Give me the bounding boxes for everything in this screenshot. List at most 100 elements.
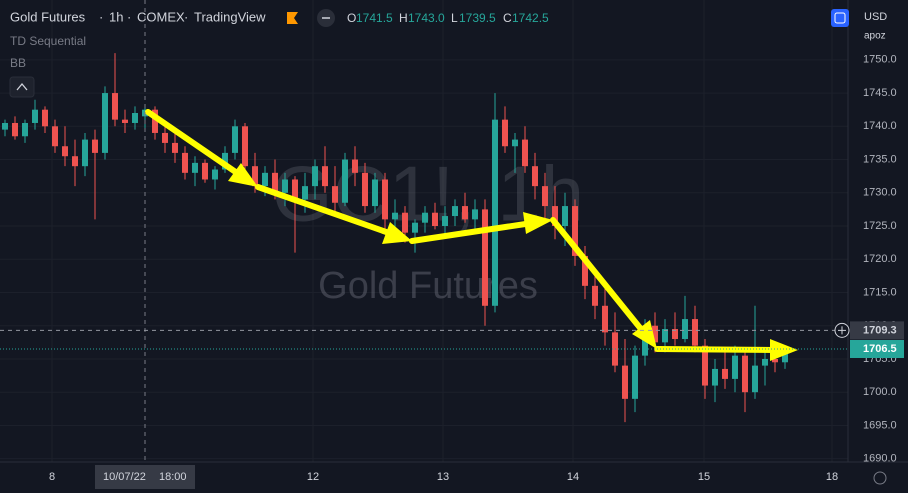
arrow xyxy=(550,217,648,337)
crosshair-price-box xyxy=(850,321,904,340)
candle-body xyxy=(252,166,258,187)
arrowhead xyxy=(228,163,258,187)
candle-body xyxy=(12,122,18,137)
candle-body xyxy=(632,355,638,399)
candle-body xyxy=(512,139,518,147)
candle-body xyxy=(332,186,338,203)
last-price-label: 1706.5 xyxy=(863,343,897,355)
settings-button[interactable] xyxy=(831,9,849,27)
symbol-name[interactable]: Gold Futures xyxy=(10,9,86,24)
candle-body xyxy=(152,109,158,133)
arrow xyxy=(145,109,243,178)
candle-body xyxy=(602,305,608,333)
interval[interactable]: 1h xyxy=(109,9,123,24)
candle-body xyxy=(572,206,578,256)
candle-body xyxy=(442,216,448,227)
candle-body xyxy=(652,325,658,343)
candle-body xyxy=(52,126,58,147)
candle-body xyxy=(502,119,508,147)
candle-body xyxy=(212,169,218,180)
candle-body xyxy=(232,126,238,153)
indicator[interactable]: BB xyxy=(10,56,26,70)
candle-body xyxy=(762,358,768,366)
dot: · xyxy=(127,9,131,24)
legend: Gold Futures · 1h · COMEX · TradingView … xyxy=(9,9,887,485)
candle-body xyxy=(582,255,588,286)
candle-body xyxy=(552,206,558,227)
candle-body xyxy=(462,206,468,220)
crosshair-time: 18:00 xyxy=(159,471,187,483)
y-tick-label: 1735.0 xyxy=(863,153,897,165)
candle-body xyxy=(432,212,438,227)
candle-body xyxy=(322,166,328,187)
candle-body xyxy=(472,209,478,220)
candle-body xyxy=(22,122,28,137)
candle-body xyxy=(382,179,388,220)
candle-body xyxy=(302,186,308,200)
candle-body xyxy=(342,159,348,203)
candle-body xyxy=(752,365,758,393)
crosshair-time-box xyxy=(95,465,195,489)
candle-body xyxy=(592,285,598,306)
candle-body xyxy=(522,139,528,167)
candle-body xyxy=(312,166,318,187)
arrow xyxy=(255,184,395,237)
flag-icon[interactable] xyxy=(287,12,298,24)
ohlc-value: 1743.0 xyxy=(408,11,445,25)
collapse-button[interactable] xyxy=(9,76,35,98)
arrowhead xyxy=(523,212,553,234)
candle-body xyxy=(702,345,708,386)
candle-body xyxy=(412,222,418,233)
crosshair-date: 10/07/22 xyxy=(103,471,146,483)
y-tick-label: 1725.0 xyxy=(863,220,897,232)
candle-body xyxy=(492,119,498,306)
candle-body xyxy=(132,113,138,123)
currency[interactable]: USD xyxy=(864,11,887,23)
candle-body xyxy=(482,209,488,306)
candle-body xyxy=(92,139,98,153)
arrowhead xyxy=(770,339,798,361)
y-tick-label: 1695.0 xyxy=(863,419,897,431)
ohlc-key: C xyxy=(503,11,512,25)
y-tick-label: 1720.0 xyxy=(863,253,897,265)
candle-body xyxy=(192,162,198,173)
plus-icon xyxy=(838,326,846,335)
settings-gear[interactable] xyxy=(873,471,887,485)
settings-icon xyxy=(834,12,846,24)
arrowhead xyxy=(382,222,412,244)
candle-body xyxy=(542,186,548,207)
candle-body xyxy=(532,166,538,187)
ohlc-key: H xyxy=(399,11,408,25)
candle-body xyxy=(272,172,278,193)
exchange: COMEX xyxy=(137,9,185,24)
arrow xyxy=(654,346,778,353)
x-tick-label: 13 xyxy=(437,471,449,483)
y-tick-label: 1750.0 xyxy=(863,54,897,66)
ohlc-key: O xyxy=(347,11,356,25)
arrowhead xyxy=(632,320,657,349)
x-tick-label: 18 xyxy=(826,471,838,483)
candle-body xyxy=(242,126,248,167)
user: apoz xyxy=(864,31,886,42)
ohlc-value: 1739.5 xyxy=(459,11,496,25)
candle-body xyxy=(2,122,8,130)
candle-body xyxy=(562,206,568,227)
candle-body xyxy=(42,109,48,127)
candle-body xyxy=(422,212,428,223)
indicator[interactable]: TD Sequential xyxy=(10,34,86,48)
price-axis xyxy=(848,0,908,493)
candle-body xyxy=(722,368,728,379)
ohlc-value: 1742.5 xyxy=(512,11,549,25)
candle-body xyxy=(182,152,188,173)
candle-body xyxy=(262,172,268,187)
grid xyxy=(0,0,848,462)
candle-body xyxy=(352,159,358,173)
candle-body xyxy=(772,358,778,363)
candle-body xyxy=(62,146,68,157)
candle-body xyxy=(122,119,128,123)
source: TradingView xyxy=(194,9,266,24)
candle-body xyxy=(32,109,38,123)
candle-body xyxy=(402,212,408,233)
candle-body xyxy=(672,329,678,340)
